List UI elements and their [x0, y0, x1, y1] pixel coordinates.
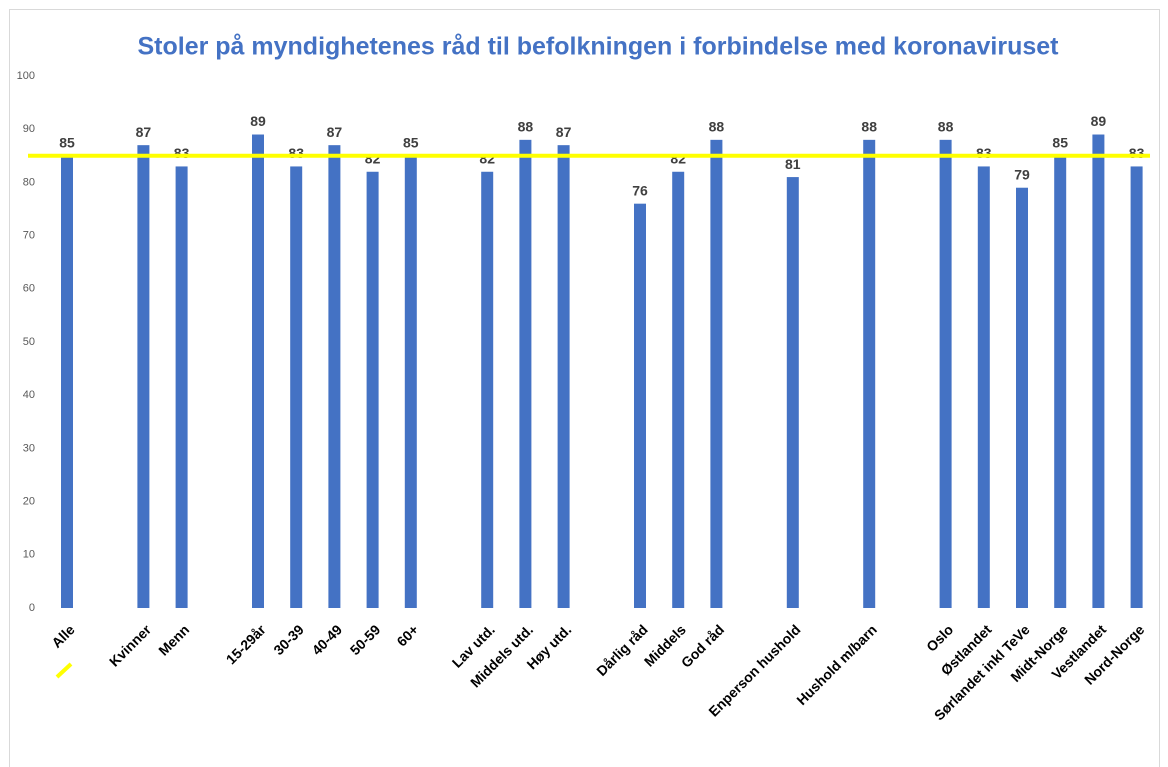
value-label: 88 [518, 119, 534, 135]
value-label: 83 [174, 145, 190, 161]
bar [1092, 134, 1105, 608]
chart-title: Stoler på myndighetenes råd til befolkni… [137, 33, 1059, 61]
bar [175, 166, 188, 608]
bar [290, 166, 303, 608]
y-tick-label: 10 [23, 549, 35, 561]
y-tick-label: 90 [23, 123, 35, 135]
y-tick-label: 40 [23, 389, 35, 401]
value-label: 81 [785, 156, 801, 172]
bar [939, 139, 952, 608]
value-label: 89 [250, 113, 266, 129]
y-tick-label: 0 [29, 602, 35, 614]
value-label: 89 [1091, 113, 1107, 129]
value-label: 88 [938, 119, 954, 135]
bar [404, 155, 417, 609]
value-label: 82 [479, 150, 495, 166]
bar [481, 171, 494, 608]
y-tick-label: 70 [23, 230, 35, 242]
value-label: 76 [632, 182, 648, 198]
value-label: 87 [136, 124, 152, 140]
bar [1130, 166, 1143, 608]
bar [977, 166, 990, 608]
value-label: 83 [1129, 145, 1145, 161]
chart-border [9, 9, 1160, 767]
value-label: 85 [59, 135, 75, 151]
value-label: 87 [556, 124, 572, 140]
bar [366, 171, 379, 608]
bar [863, 139, 876, 608]
bar [519, 139, 532, 608]
value-label: 79 [1014, 166, 1030, 182]
value-label: 85 [403, 135, 419, 151]
value-label: 83 [288, 145, 304, 161]
y-tick-label: 100 [17, 70, 35, 82]
bar [1016, 187, 1028, 608]
value-label: 82 [365, 150, 381, 166]
y-tick-label: 20 [23, 496, 35, 508]
bar [786, 177, 799, 608]
value-label: 88 [861, 119, 877, 135]
bar [252, 134, 264, 608]
bar [710, 139, 723, 608]
bar [137, 145, 150, 608]
bar [634, 203, 646, 608]
bar [557, 145, 570, 608]
bar [672, 171, 685, 608]
value-label: 82 [670, 150, 686, 166]
value-label: 88 [709, 119, 725, 135]
y-tick-label: 60 [23, 283, 35, 295]
bar [328, 145, 341, 608]
y-tick-label: 80 [23, 176, 35, 188]
value-label: 85 [1052, 135, 1068, 151]
bar [61, 155, 73, 609]
y-tick-label: 30 [23, 442, 35, 454]
value-label: 87 [327, 124, 343, 140]
value-label: 83 [976, 145, 992, 161]
y-tick-label: 50 [23, 336, 35, 348]
bar [1054, 155, 1067, 609]
reference-legend-key [55, 662, 73, 679]
